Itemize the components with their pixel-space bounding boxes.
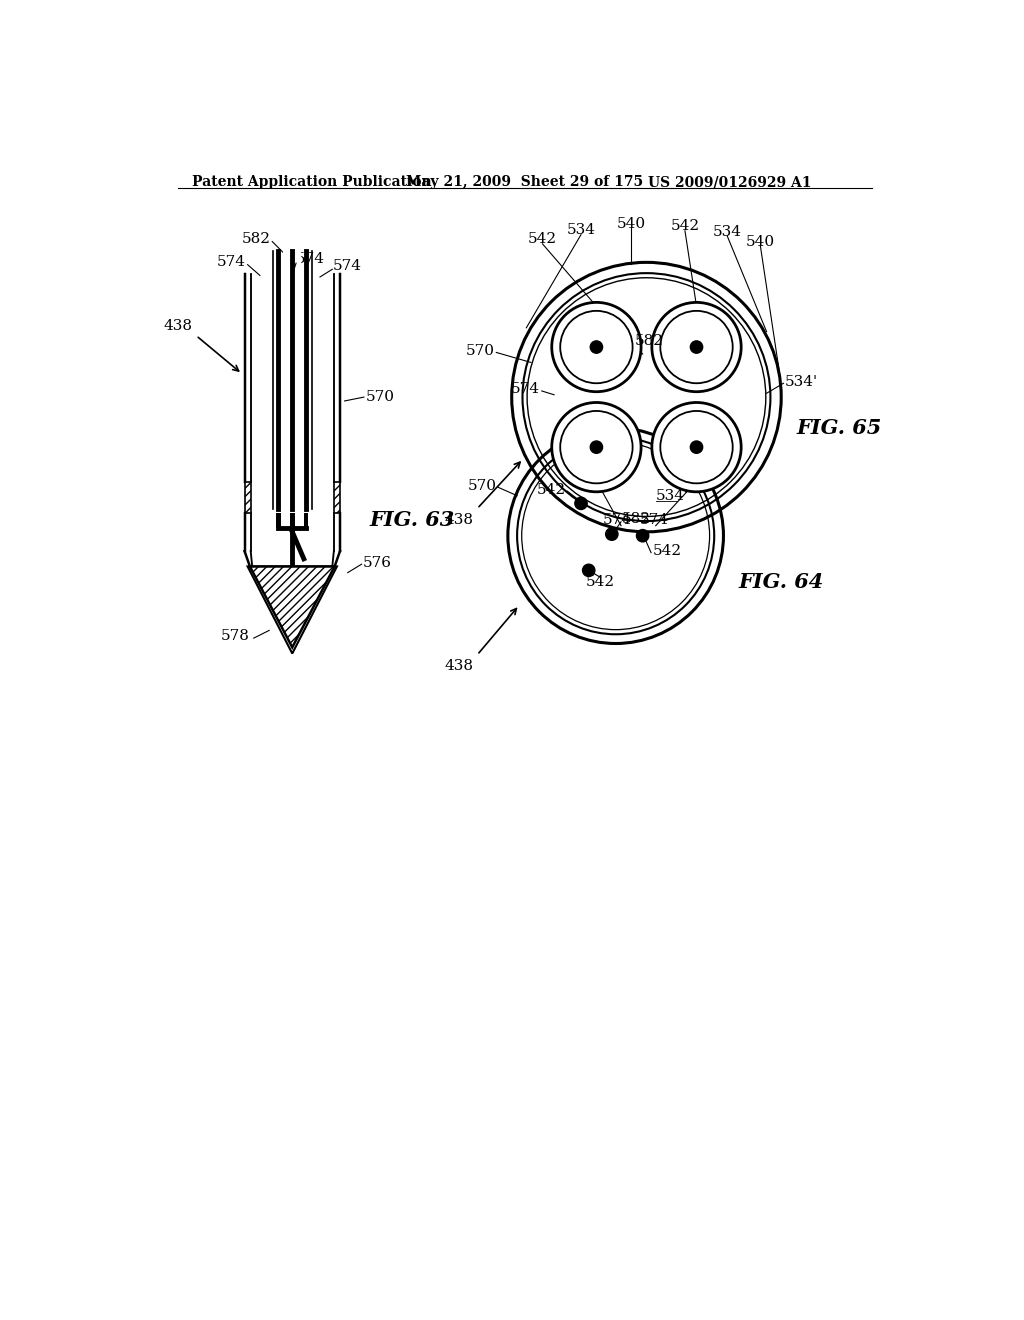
Text: FIG. 64: FIG. 64 [739,572,824,591]
Text: 574: 574 [603,513,632,527]
Circle shape [510,261,782,533]
Text: 540: 540 [616,216,645,231]
Text: 574: 574 [217,255,246,269]
Text: 534': 534' [655,488,689,503]
Text: FIG. 63: FIG. 63 [370,511,455,531]
Text: 582: 582 [242,232,270,247]
Text: 534: 534 [566,223,596,238]
Text: 542: 542 [586,576,614,589]
Bar [276,512,281,528]
Circle shape [552,403,641,492]
Circle shape [605,528,617,540]
Text: 540: 540 [745,235,775,248]
Text: 438: 438 [163,319,193,333]
Text: 438: 438 [444,659,473,673]
Circle shape [506,426,725,645]
Circle shape [583,564,595,577]
Circle shape [590,341,602,354]
Text: 574: 574 [511,383,541,396]
Polygon shape [250,566,335,647]
Bar [334,482,340,512]
Text: 576: 576 [364,556,392,570]
Text: 582: 582 [635,334,664,348]
Text: 438: 438 [444,512,473,527]
Text: 534': 534' [785,375,818,388]
Circle shape [637,529,649,543]
Circle shape [552,302,641,392]
Text: 542: 542 [528,232,557,247]
Circle shape [574,498,587,510]
Bar [304,512,308,528]
Text: US 2009/0126929 A1: US 2009/0126929 A1 [648,176,811,189]
Circle shape [690,441,702,453]
Text: 574: 574 [640,513,669,527]
Text: 542: 542 [671,219,699,234]
Circle shape [590,441,602,453]
Text: 574: 574 [333,259,361,273]
Text: FIG. 65: FIG. 65 [797,418,882,438]
Text: 570: 570 [467,479,497,492]
Text: 582: 582 [622,512,651,525]
Circle shape [652,302,741,392]
Text: 542: 542 [537,483,565,496]
Text: 534: 534 [713,224,741,239]
Text: 570: 570 [366,391,394,404]
Bar [290,512,295,528]
Text: Patent Application Publication: Patent Application Publication [193,176,432,189]
Text: 578: 578 [221,628,250,643]
Text: 542: 542 [652,544,682,558]
Text: May 21, 2009  Sheet 29 of 175: May 21, 2009 Sheet 29 of 175 [407,176,643,189]
Circle shape [690,341,702,354]
Bar [245,482,251,512]
Circle shape [652,403,741,492]
Text: 570: 570 [466,345,495,358]
Text: 574: 574 [296,252,325,265]
